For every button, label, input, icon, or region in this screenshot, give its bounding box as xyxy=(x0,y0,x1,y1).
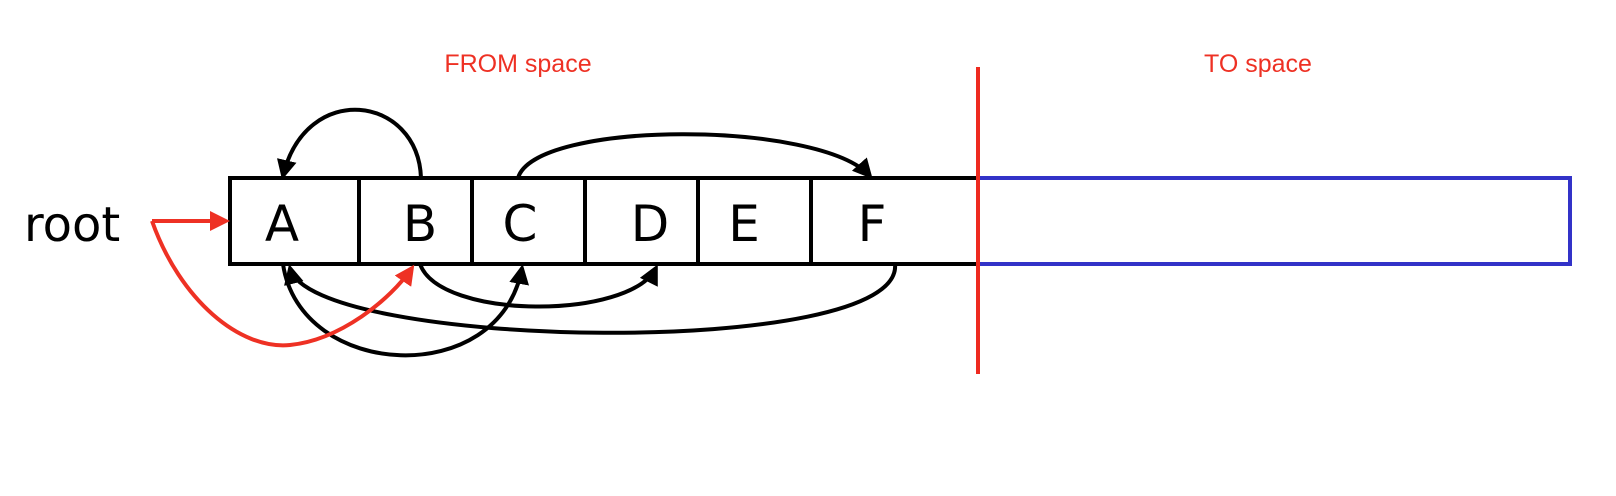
object-label-a: A xyxy=(265,195,299,253)
pointer-b-to-d xyxy=(418,263,658,309)
object-label-f: F xyxy=(858,195,887,253)
object-label-c: C xyxy=(503,195,538,253)
object-label-e: E xyxy=(728,195,760,253)
heap-cell-f xyxy=(809,176,980,266)
pointer-b-to-a xyxy=(277,107,423,180)
to-space-box xyxy=(976,176,1572,266)
from-space-heap xyxy=(228,176,980,266)
object-label-b: B xyxy=(403,195,437,253)
from-space-label: FROM space xyxy=(444,50,591,78)
pointer-f-to-a xyxy=(284,263,898,335)
pointer-root-to-b xyxy=(150,220,415,348)
root-label: root xyxy=(24,197,120,253)
pointer-a-to-c xyxy=(281,263,529,358)
pointer-c-to-f xyxy=(516,132,873,179)
object-label-d: D xyxy=(631,195,670,253)
to-space-label: TO space xyxy=(1204,50,1312,78)
